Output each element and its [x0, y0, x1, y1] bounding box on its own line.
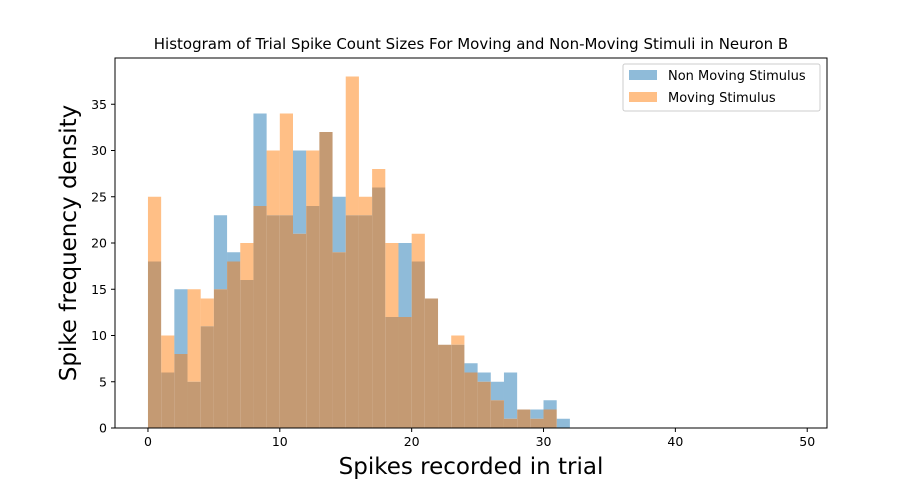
- bar-moving: [147, 196, 162, 262]
- y-tick-label: 30: [91, 143, 107, 158]
- bar-non-moving: [332, 196, 346, 253]
- bar-overlap: [227, 261, 241, 428]
- bar-overlap: [543, 409, 557, 428]
- bar-overlap: [174, 354, 188, 428]
- bar-non-moving: [227, 252, 241, 262]
- overlap-layer: [147, 132, 557, 428]
- y-axis-label: Spike frequency density: [56, 105, 82, 382]
- x-tick-label: 20: [404, 434, 420, 449]
- y-tick-label: 20: [91, 236, 107, 251]
- bar-overlap: [451, 344, 465, 428]
- bar-overlap: [438, 344, 452, 428]
- bar-overlap: [503, 418, 518, 428]
- bar-overlap: [293, 233, 307, 428]
- bar-moving: [306, 150, 320, 206]
- bar-overlap: [411, 261, 425, 428]
- bar-overlap: [517, 409, 531, 428]
- x-tick-label: 10: [272, 434, 288, 449]
- bar-non-moving: [490, 381, 504, 401]
- y-tick-label: 5: [99, 374, 107, 389]
- y-tick-label: 10: [91, 328, 107, 343]
- bar-overlap: [477, 381, 491, 428]
- bar-overlap: [240, 280, 254, 428]
- legend-box: [622, 63, 821, 112]
- legend-label-moving: Moving Stimulus: [668, 91, 776, 106]
- bar-moving: [451, 335, 465, 345]
- legend-label-non-moving: Non Moving Stimulus: [668, 69, 806, 84]
- y-tick-label: 35: [91, 97, 107, 112]
- bar-moving: [266, 150, 280, 216]
- bar-overlap: [187, 381, 201, 428]
- bar-non-moving: [174, 289, 188, 354]
- bar-overlap: [332, 252, 346, 428]
- bar-overlap: [398, 317, 412, 428]
- bar-overlap: [530, 418, 544, 428]
- x-tick-label: 30: [536, 434, 552, 449]
- bar-overlap: [306, 206, 320, 428]
- bar-overlap: [266, 215, 280, 428]
- bar-non-moving: [464, 363, 478, 373]
- chart-title: Histogram of Trial Spike Count Sizes For…: [154, 35, 788, 53]
- bar-non-moving: [293, 150, 307, 234]
- bar-overlap: [319, 132, 333, 428]
- bar-overlap: [490, 400, 504, 428]
- bar-overlap: [345, 215, 359, 428]
- bar-overlap: [213, 289, 228, 428]
- bar-moving: [240, 243, 254, 280]
- bar-overlap: [385, 317, 399, 428]
- y-axis-ticks: 0 5 10 15 20 25 30 35: [91, 97, 115, 436]
- x-tick-label: 0: [144, 434, 152, 449]
- bar-moving: [345, 76, 359, 216]
- bar-overlap: [161, 372, 175, 428]
- y-tick-label: 25: [91, 189, 107, 204]
- bar-overlap: [279, 215, 293, 428]
- bar-overlap: [147, 261, 162, 428]
- bar-non-moving: [477, 372, 491, 382]
- bar-moving: [187, 289, 201, 382]
- x-axis-label: Spikes recorded in trial: [339, 454, 604, 480]
- x-tick-label: 40: [667, 434, 683, 449]
- bar-non-moving: [530, 409, 544, 419]
- y-tick-label: 15: [91, 282, 107, 297]
- bar-non-moving: [398, 243, 412, 317]
- legend-swatch-moving: [629, 92, 657, 102]
- bar-moving: [411, 233, 425, 262]
- y-tick-label: 0: [99, 421, 107, 436]
- bar-non-moving: [503, 372, 518, 419]
- bar-overlap: [253, 206, 267, 428]
- bar-moving: [279, 113, 293, 216]
- bar-overlap: [372, 187, 386, 428]
- bar-moving: [200, 298, 214, 327]
- bar-non-moving: [556, 418, 570, 428]
- bar-overlap: [464, 372, 478, 428]
- bar-non-moving: [543, 400, 557, 410]
- bar-overlap: [200, 326, 214, 428]
- bar-overlap: [358, 215, 373, 428]
- bar-non-moving: [213, 215, 228, 290]
- bar-moving: [358, 196, 373, 216]
- bar-moving: [372, 169, 386, 188]
- x-tick-label: 50: [799, 434, 815, 449]
- bar-non-moving: [253, 113, 267, 206]
- x-axis-ticks: 0 10 20 30 40 50: [144, 428, 815, 449]
- bar-moving: [161, 335, 175, 373]
- bars-layer: [147, 76, 570, 428]
- legend: Non Moving Stimulus Moving Stimulus: [622, 63, 821, 112]
- legend-swatch-non-moving: [629, 70, 657, 80]
- bar-overlap: [424, 298, 439, 428]
- bar-moving: [385, 243, 399, 317]
